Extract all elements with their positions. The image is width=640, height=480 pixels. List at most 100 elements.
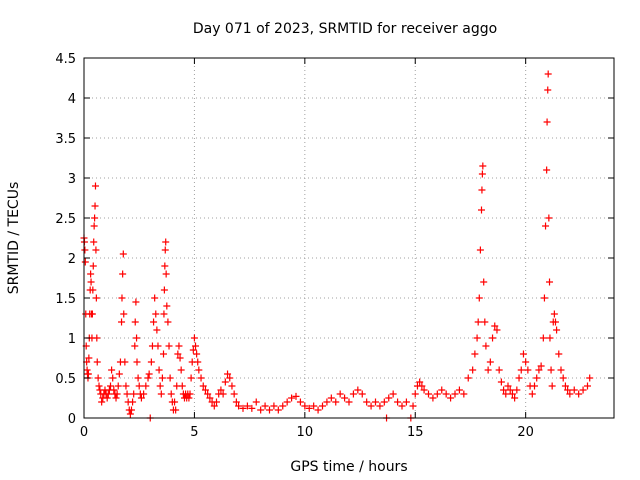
data-point bbox=[131, 318, 139, 326]
data-point bbox=[524, 366, 532, 374]
data-point bbox=[206, 394, 214, 402]
data-point bbox=[114, 382, 122, 390]
data-point bbox=[575, 390, 583, 398]
data-point bbox=[185, 394, 193, 402]
x-tick-label: 0 bbox=[80, 425, 88, 440]
data-point bbox=[235, 402, 243, 410]
data-point bbox=[127, 406, 135, 414]
data-point bbox=[115, 370, 123, 378]
data-point bbox=[380, 398, 388, 406]
data-point bbox=[243, 402, 251, 410]
data-point bbox=[484, 366, 492, 374]
data-point bbox=[543, 118, 551, 126]
data-point bbox=[93, 334, 101, 342]
data-point bbox=[310, 402, 318, 410]
data-point bbox=[160, 310, 168, 318]
data-point bbox=[301, 402, 309, 410]
data-point bbox=[164, 318, 172, 326]
data-point bbox=[475, 294, 483, 302]
data-point bbox=[230, 390, 238, 398]
y-tick-label: 0 bbox=[68, 412, 76, 427]
data-point bbox=[473, 334, 481, 342]
data-point bbox=[163, 302, 171, 310]
data-point bbox=[213, 398, 220, 406]
x-tick-label: 5 bbox=[190, 425, 198, 440]
data-point bbox=[192, 342, 200, 350]
data-point bbox=[493, 326, 501, 334]
data-point bbox=[349, 390, 357, 398]
data-point bbox=[167, 390, 175, 398]
data-point bbox=[107, 382, 114, 390]
data-point bbox=[123, 390, 131, 398]
data-point bbox=[296, 398, 304, 406]
data-point bbox=[489, 334, 497, 342]
data-point bbox=[533, 374, 541, 382]
data-point bbox=[522, 358, 530, 366]
data-point bbox=[513, 386, 521, 394]
data-point bbox=[144, 374, 152, 382]
data-point bbox=[451, 390, 459, 398]
data-point bbox=[129, 398, 137, 406]
data-point bbox=[478, 186, 486, 194]
chart-title: Day 071 of 2023, SRMTID for receiver agg… bbox=[193, 21, 497, 37]
data-point bbox=[261, 402, 269, 410]
x-tick-label: 20 bbox=[517, 425, 534, 440]
data-point bbox=[135, 382, 143, 390]
data-point bbox=[91, 182, 99, 190]
data-point bbox=[506, 386, 514, 394]
data-point bbox=[252, 398, 260, 406]
x-axis-label: GPS time / hours bbox=[290, 459, 407, 475]
data-point bbox=[94, 374, 102, 382]
data-point bbox=[190, 334, 198, 342]
data-point bbox=[471, 350, 479, 358]
data-point bbox=[232, 398, 240, 406]
grid bbox=[84, 58, 614, 418]
data-point bbox=[398, 402, 406, 410]
data-point bbox=[479, 162, 487, 170]
data-point bbox=[540, 294, 548, 302]
data-point bbox=[266, 406, 273, 414]
data-point bbox=[491, 322, 499, 330]
data-point bbox=[118, 318, 126, 326]
data-point bbox=[119, 250, 127, 258]
data-point bbox=[98, 398, 106, 406]
data-point bbox=[544, 86, 552, 94]
data-point bbox=[305, 404, 313, 412]
data-point bbox=[162, 270, 170, 278]
data-point bbox=[480, 278, 488, 286]
data-point bbox=[87, 278, 95, 286]
data-point bbox=[90, 238, 98, 246]
data-point bbox=[121, 358, 129, 366]
data-point bbox=[133, 358, 141, 366]
data-point bbox=[376, 402, 384, 410]
data-point bbox=[88, 310, 96, 318]
data-point bbox=[81, 246, 89, 254]
data-point bbox=[131, 342, 139, 350]
data-point bbox=[154, 342, 162, 350]
data-point bbox=[367, 402, 375, 410]
data-point bbox=[91, 214, 99, 222]
data-point bbox=[161, 246, 169, 254]
y-tick-label: 2 bbox=[68, 252, 76, 267]
data-point bbox=[570, 386, 578, 394]
data-point bbox=[546, 278, 554, 286]
data-point bbox=[257, 406, 265, 414]
data-point bbox=[539, 334, 547, 342]
data-point bbox=[195, 366, 203, 374]
data-point bbox=[482, 342, 490, 350]
data-point bbox=[288, 394, 296, 402]
data-point bbox=[559, 374, 567, 382]
data-point bbox=[109, 374, 117, 382]
data-point bbox=[157, 390, 165, 398]
data-point bbox=[332, 398, 340, 406]
data-point bbox=[161, 262, 169, 270]
data-point bbox=[166, 374, 174, 382]
data-point bbox=[103, 394, 111, 402]
data-point bbox=[87, 270, 95, 278]
data-point bbox=[531, 382, 538, 390]
data-point bbox=[341, 394, 349, 402]
data-point bbox=[171, 398, 179, 406]
data-point bbox=[92, 294, 100, 302]
data-point bbox=[194, 358, 202, 366]
data-point bbox=[511, 394, 519, 402]
